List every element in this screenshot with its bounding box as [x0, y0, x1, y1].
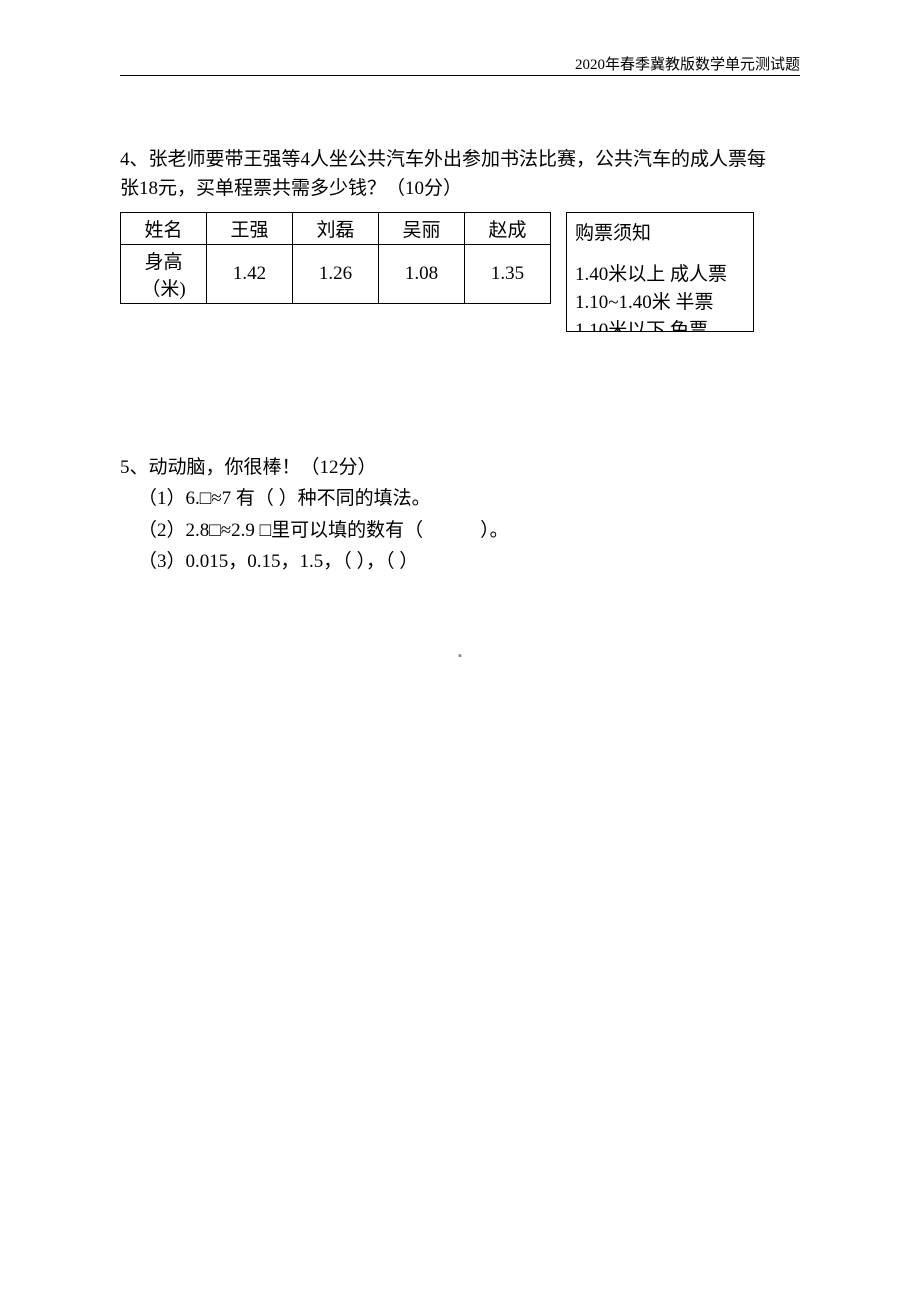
td-height3: 1.08 — [379, 244, 465, 303]
notice-line1: 1.40米以上 成人票 — [575, 261, 745, 289]
notice-title: 购票须知 — [575, 220, 745, 248]
q4-container: 姓名 王强 刘磊 吴丽 赵成 身高（米) 1.42 1.26 1.08 1.35… — [120, 212, 800, 332]
th-student1: 王强 — [207, 212, 293, 244]
th-student2: 刘磊 — [293, 212, 379, 244]
th-student3: 吴丽 — [379, 212, 465, 244]
td-height4: 1.35 — [465, 244, 551, 303]
q4-text-line2: 张18元，买单程票共需多少钱？（10分） — [120, 174, 800, 203]
td-height1: 1.42 — [207, 244, 293, 303]
notice-line2: 1.10~1.40米 半票 — [575, 289, 745, 317]
q5-title: 5、动动脑，你很棒！（12分） — [120, 452, 800, 483]
table-header-row: 姓名 王强 刘磊 吴丽 赵成 — [121, 212, 551, 244]
page-marker: ▪ — [458, 650, 462, 662]
content-area: 4、张老师要带王强等4人坐公共汽车外出参加书法比赛，公共汽车的成人票每 张18元… — [120, 145, 800, 577]
question-4: 4、张老师要带王强等4人坐公共汽车外出参加书法比赛，公共汽车的成人票每 张18元… — [120, 145, 800, 204]
q5-item2: （2）2.8□≈2.9 □里可以填的数有（ ）。 — [120, 515, 800, 546]
q5-item3: （3）0.015，0.15，1.5，（ ），（ ） — [120, 546, 800, 577]
ticket-notice-box: 购票须知 1.40米以上 成人票 1.10~1.40米 半票 1.10米以下 免… — [566, 212, 754, 332]
table-data-row: 身高（米) 1.42 1.26 1.08 1.35 — [121, 244, 551, 303]
td-height2: 1.26 — [293, 244, 379, 303]
page-header-text: 2020年春季冀教版数学单元测试题 — [575, 53, 800, 74]
q4-text-line1: 4、张老师要带王强等4人坐公共汽车外出参加书法比赛，公共汽车的成人票每 — [120, 145, 800, 174]
question-5: 5、动动脑，你很棒！（12分） （1）6.□≈7 有（ ）种不同的填法。 （2）… — [120, 452, 800, 577]
th-name: 姓名 — [121, 212, 207, 244]
q5-item1: （1）6.□≈7 有（ ）种不同的填法。 — [120, 483, 800, 514]
td-height-label: 身高（米) — [121, 244, 207, 303]
height-table: 姓名 王强 刘磊 吴丽 赵成 身高（米) 1.42 1.26 1.08 1.35 — [120, 212, 551, 304]
notice-line3: 1.10米以下 免票 — [575, 317, 745, 332]
th-student4: 赵成 — [465, 212, 551, 244]
header-divider — [120, 75, 800, 76]
